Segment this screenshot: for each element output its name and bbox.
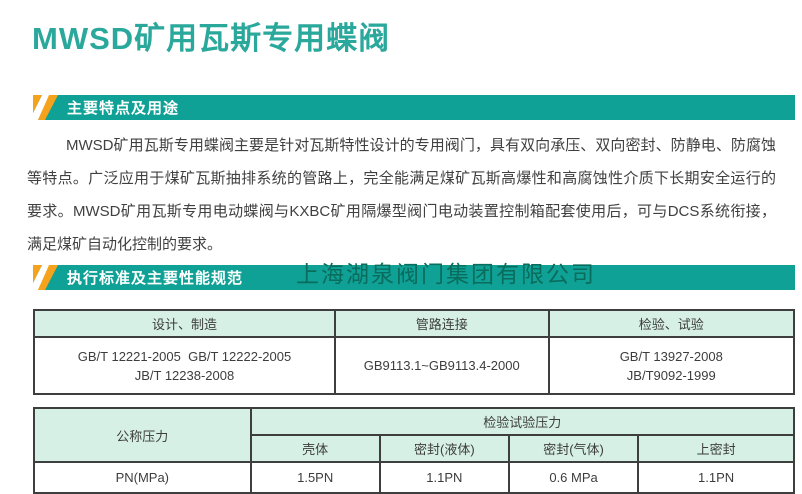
pressure-cell-label: PN(MPa) [33,461,252,494]
standards-cell-line: GB9113.1~GB9113.4-2000 [363,358,520,373]
pressure-cell-shell: 1.5PN [249,461,381,494]
standards-header-connection: 管路连接 [333,309,550,338]
standards-cell-line: JB/T9092-1999 [626,367,716,383]
product-page: MWSD矿用瓦斯专用蝶阀 主要特点及用途 MWSD矿用瓦斯专用蝶阀主要是针对瓦斯… [0,20,802,494]
standards-cell-line: JB/T 12238-2008 [134,367,235,383]
pressure-group-header: 检验试验压力 [249,407,796,436]
section-marker-icon [33,265,59,290]
standards-table: 设计、制造 管路连接 检验、试验 GB/T 12221-2005 GB/T 12… [33,309,795,395]
pressure-subheader-seal-liquid: 密封(液体) [378,434,510,463]
standards-cell-connection: GB9113.1~GB9113.4-2000 [333,336,550,395]
pressure-subheader-seal-gas: 密封(气体) [507,434,640,463]
page-title: MWSD矿用瓦斯专用蝶阀 [32,21,391,56]
section-heading-features: 主要特点及用途 [67,100,180,117]
standards-cell-line: GB/T 12221-2005 GB/T 12222-2005 [77,348,292,364]
pressure-header-row-1: 公称压力 检验试验压力 [33,407,796,463]
standards-header-row: 设计、制造 管路连接 检验、试验 [33,309,795,338]
section-bar-features: 主要特点及用途 [33,95,795,120]
pressure-value-row: PN(MPa) 1.5PN 1.1PN 0.6 MPa 1.1PN [33,461,795,494]
standards-header-inspection: 检验、试验 [547,309,795,338]
section-marker-icon [33,95,59,120]
pressure-header-row-2: 壳体 密封(液体) 密封(气体) 上密封 [34,434,795,463]
pressure-cell-seal-liquid: 1.1PN [378,461,510,494]
standards-cell-line: GB/T 13927-2008 [619,348,723,364]
pressure-subheader-shell: 壳体 [249,434,381,463]
section-bar-standards: 执行标准及主要性能规范 上海湖泉阀门集团有限公司 [33,261,795,290]
standards-value-row: GB/T 12221-2005 GB/T 12222-2005 JB/T 122… [33,336,795,395]
standards-header-design: 设计、制造 [33,309,336,338]
pressure-subheader-upper-seal: 上密封 [637,434,795,463]
feature-paragraph: MWSD矿用瓦斯专用蝶阀主要是针对瓦斯特性设计的专用阀门，具有双向承压、双向密封… [27,137,776,253]
standards-cell-design: GB/T 12221-2005 GB/T 12222-2005 JB/T 122… [33,336,336,395]
standards-cell-inspection: GB/T 13927-2008 JB/T9092-1999 [547,336,795,395]
company-watermark: 上海湖泉阀门集团有限公司 [296,261,596,287]
pressure-row-header: 公称压力 [33,407,252,463]
section-heading-standards: 执行标准及主要性能规范 [67,270,244,287]
pressure-table: 公称压力 检验试验压力 壳体 密封(液体) 密封(气体) 上密封 PN(MPa)… [33,407,796,494]
pressure-cell-upper-seal: 1.1PN [637,461,795,494]
pressure-cell-seal-gas: 0.6 MPa [507,461,640,494]
